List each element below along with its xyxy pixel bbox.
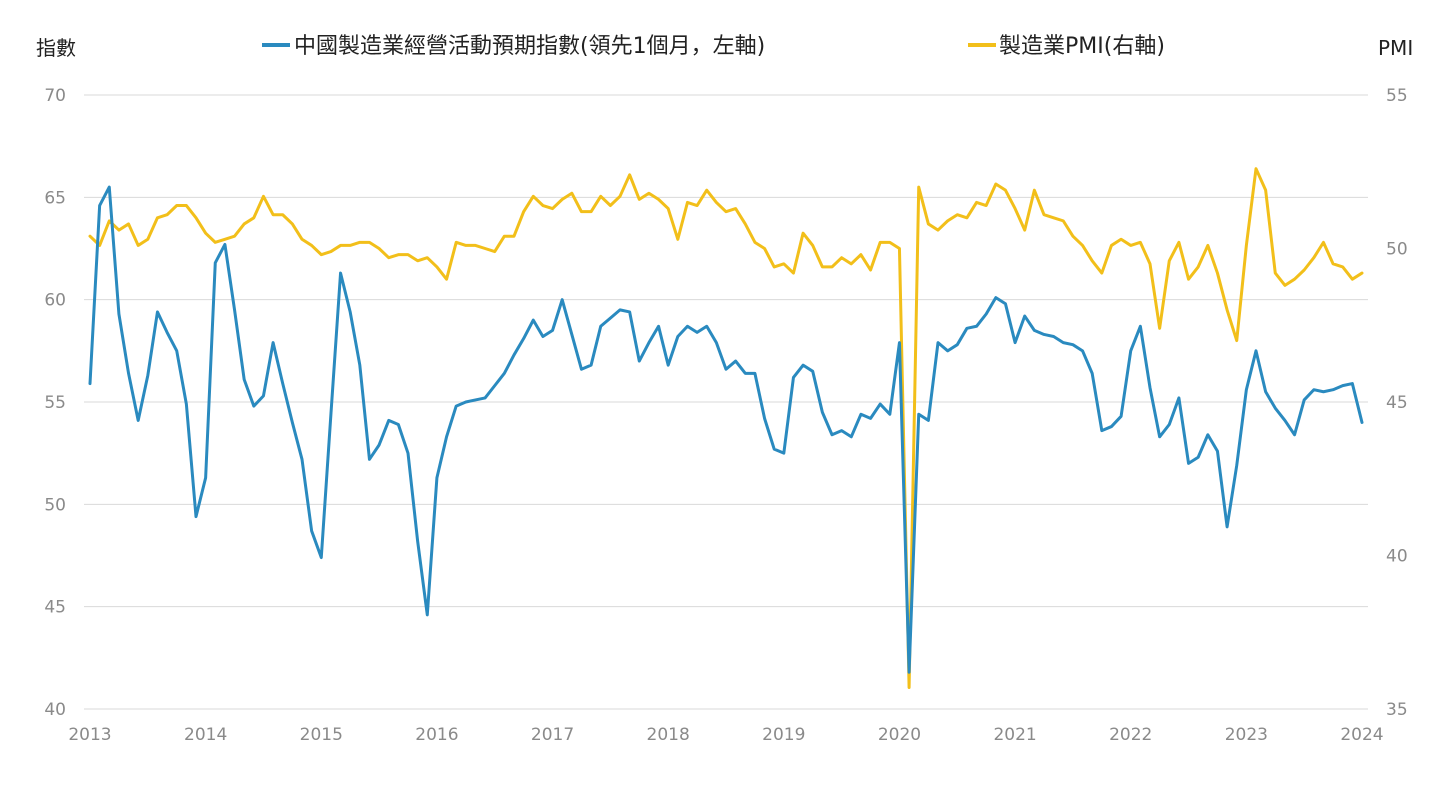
left-tick-label: 65 <box>44 188 66 208</box>
legend-label: 製造業PMI(右軸) <box>999 34 1165 59</box>
right-axis-ticks: 35 40 45 50 55 <box>1386 86 1408 720</box>
x-axis-ticks: 2013 2014 2015 2016 2017 2018 2019 2020 2021 2022… <box>68 725 1383 745</box>
right-tick-label: 50 <box>1386 240 1408 260</box>
x-tick-label: 2019 <box>762 725 805 745</box>
legend: 中國製造業經營活動預期指數(領先1個月，左軸) 製造業PMI(右軸) <box>262 34 1165 59</box>
series-lines <box>88 167 1364 690</box>
left-tick-label: 55 <box>44 393 66 413</box>
left-axis-title: 指數 <box>36 36 76 60</box>
gridlines <box>84 94 1368 710</box>
x-tick-label: 2016 <box>415 725 458 745</box>
right-tick-label: 35 <box>1386 700 1408 720</box>
legend-label: 中國製造業經營活動預期指數(領先1個月，左軸) <box>294 34 765 59</box>
series-line-expectation-index <box>88 185 1364 674</box>
right-tick-label: 55 <box>1386 86 1408 106</box>
right-axis-title: PMI <box>1378 36 1413 60</box>
x-tick-label: 2020 <box>878 725 921 745</box>
left-tick-label: 40 <box>44 700 66 720</box>
left-tick-label: 50 <box>44 495 66 515</box>
x-tick-label: 2021 <box>993 725 1036 745</box>
legend-item-expectation-index: 中國製造業經營活動預期指數(領先1個月，左軸) <box>262 34 765 59</box>
right-tick-label: 45 <box>1386 393 1408 413</box>
x-tick-label: 2014 <box>184 725 227 745</box>
x-tick-label: 2018 <box>647 725 690 745</box>
right-tick-label: 40 <box>1386 547 1408 567</box>
series-line-pmi <box>88 167 1364 690</box>
x-tick-label: 2013 <box>68 725 111 745</box>
x-tick-label: 2022 <box>1109 725 1152 745</box>
x-tick-label: 2015 <box>300 725 343 745</box>
left-tick-label: 45 <box>44 598 66 618</box>
left-axis-ticks: 40 45 50 55 60 65 70 <box>44 86 66 720</box>
left-tick-label: 60 <box>44 291 66 311</box>
left-tick-label: 70 <box>44 86 66 106</box>
x-tick-label: 2017 <box>531 725 574 745</box>
legend-item-pmi: 製造業PMI(右軸) <box>968 34 1165 59</box>
x-tick-label: 2024 <box>1340 725 1383 745</box>
x-tick-label: 2023 <box>1225 725 1268 745</box>
